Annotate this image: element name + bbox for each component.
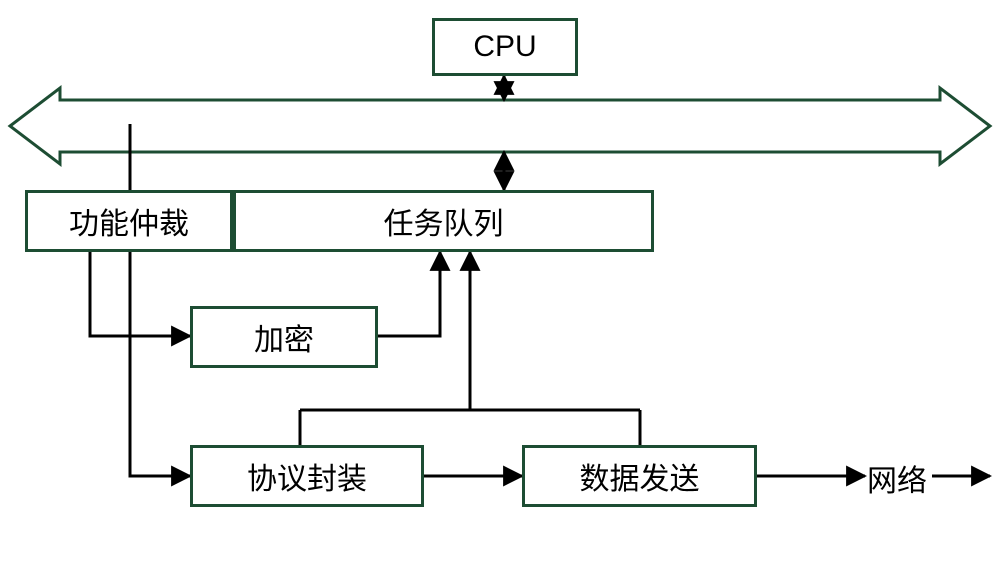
edge-arbiter-to-encrypt (90, 252, 190, 336)
node-encrypt-label: 加密 (254, 315, 314, 359)
node-encrypt: 加密 (190, 306, 378, 368)
node-protocol: 协议封装 (190, 445, 424, 507)
node-data-send-label: 数据发送 (580, 454, 700, 498)
node-func-arbiter-label: 功能仲裁 (69, 199, 189, 243)
edges-group (90, 76, 990, 476)
node-task-queue: 任务队列 (233, 190, 654, 252)
node-data-send: 数据发送 (522, 445, 757, 507)
diagram-canvas: CPU 功能仲裁 任务队列 加密 协议封装 数据发送 网络 (0, 0, 1000, 580)
node-task-queue-label: 任务队列 (384, 199, 504, 243)
network-label: 网络 (867, 456, 927, 500)
edge-encrypt-to-taskqueue (378, 252, 440, 336)
edge-arbiter-to-protocol (130, 252, 190, 476)
system-bus (10, 88, 990, 164)
bus-and-arrows-layer (0, 0, 1000, 580)
node-protocol-label: 协议封装 (247, 454, 367, 498)
node-cpu: CPU (432, 18, 578, 76)
node-func-arbiter: 功能仲裁 (25, 190, 233, 252)
node-cpu-label: CPU (473, 30, 536, 64)
